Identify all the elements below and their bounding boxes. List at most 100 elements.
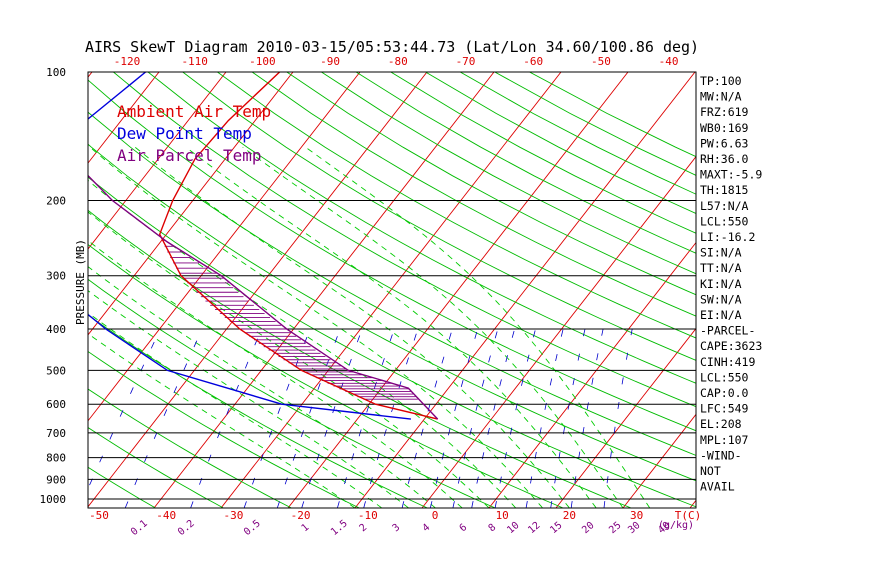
mixing-ratio-tick-label: 4: [421, 522, 433, 534]
top-temp-tick-label: -100: [249, 55, 276, 68]
bottom-temp-tick-label: -30: [223, 509, 243, 522]
sounding-index: TH:1815: [700, 183, 748, 197]
mixing-ratio-tick-label: 20: [580, 520, 596, 536]
sounding-index: SW:N/A: [700, 292, 742, 306]
isotherm-line: [757, 72, 870, 508]
dry-adiabat: [356, 72, 870, 508]
bottom-temp-tick-label: 30: [630, 509, 643, 522]
mixing-ratio-tick-label: 1: [300, 522, 312, 534]
sounding-index: TT:N/A: [700, 261, 742, 275]
pressure-tick-label: 500: [46, 364, 66, 377]
mixing-ratio-tick-label: 6: [458, 522, 470, 534]
pressure-tick-label: 700: [46, 427, 66, 440]
mixing-ratio-tick-label: 10: [505, 520, 521, 536]
pressure-tick-label: 600: [46, 398, 66, 411]
mixing-ratio-tick-label: 8: [487, 522, 499, 534]
pressure-tick-label: 900: [46, 473, 66, 486]
mixing-ratio-unit-label: (g/kg): [658, 520, 694, 531]
legend-entry: Dew Point Temp: [117, 124, 252, 143]
bottom-temp-tick-label: 20: [563, 509, 576, 522]
top-temp-tick-label: -50: [591, 55, 611, 68]
moist-adiabat: [186, 147, 596, 508]
mixing-ratio-tick-label: 25: [607, 520, 623, 536]
top-temp-tick-label: -40: [659, 55, 679, 68]
pressure-tick-label: 1000: [40, 493, 67, 506]
sounding-index: LFC:549: [700, 402, 749, 416]
mixing-ratio-tick-label: 1.5: [329, 518, 350, 538]
sounding-index: MAXT:-5.9: [700, 168, 762, 182]
sounding-index: CINH:419: [700, 355, 755, 369]
top-temp-tick-label: -70: [456, 55, 476, 68]
top-temp-tick-label: -60: [523, 55, 543, 68]
dry-adiabat: [426, 72, 870, 508]
pressure-tick-label: 800: [46, 452, 66, 465]
sounding-index: LCL:550: [700, 214, 749, 228]
mixing-ratio-tick-label: 12: [526, 520, 542, 536]
pressure-tick-label: 100: [46, 66, 66, 79]
sounding-index: EL:208: [700, 417, 742, 431]
dry-adiabat: [217, 72, 870, 508]
bottom-temp-tick-label: -50: [89, 509, 109, 522]
moist-adiabat: [50, 147, 516, 508]
bottom-temp-tick-label: 10: [496, 509, 509, 522]
sounding-index: WB0:169: [700, 121, 749, 135]
top-temp-tick-label: -80: [388, 55, 408, 68]
isotherm-line: [288, 72, 628, 508]
chart-title: AIRS SkewT Diagram 2010-03-15/05:53:44.7…: [85, 38, 699, 56]
dry-adiabat: [148, 72, 870, 508]
mixing-ratio-tick-label: 0.5: [242, 518, 263, 538]
bottom-temp-tick-label: -40: [156, 509, 176, 522]
sounding-index: RH:36.0: [700, 152, 749, 166]
mixing-ratio-tick-label: 3: [391, 522, 403, 534]
legend-entry: Air Parcel Temp: [117, 146, 262, 165]
mixing-ratio-tick-label: 0.2: [176, 518, 197, 538]
sounding-index: CAP:0.0: [700, 386, 749, 400]
sounding-index: -WIND-: [700, 448, 742, 462]
dry-adiabat: [183, 72, 870, 508]
sounding-index: TP:100: [700, 74, 742, 88]
top-temp-tick-label: -110: [181, 55, 208, 68]
top-temp-tick-label: -90: [320, 55, 340, 68]
sounding-index: SI:N/A: [700, 246, 742, 260]
pressure-tick-label: 400: [46, 323, 66, 336]
dry-adiabat: [391, 72, 870, 508]
mixing-ratio-line: [337, 329, 394, 508]
dry-adiabat: [321, 72, 870, 508]
legend-entry: Ambient Air Temp: [117, 102, 271, 121]
isotherm-line: [0, 72, 25, 508]
dry-adiabat: [0, 72, 20, 508]
mixing-ratio-tick-label: 30: [626, 520, 642, 536]
sounding-index: EI:N/A: [700, 308, 742, 322]
sounding-index: LCL:550: [700, 370, 749, 384]
mixing-ratio-line: [125, 329, 202, 508]
bottom-temp-tick-label: 0: [432, 509, 439, 522]
sounding-index: CAPE:3623: [700, 339, 762, 353]
sounding-index: KI:N/A: [700, 277, 742, 291]
sounding-index: FRZ:619: [700, 105, 749, 119]
pressure-tick-label: 200: [46, 195, 66, 208]
isotherm-line: [355, 72, 695, 508]
y-axis-label: PRESSURE (MB): [74, 239, 87, 325]
top-temp-tick-label: -120: [114, 55, 141, 68]
mixing-ratio-line: [453, 329, 498, 508]
mixing-ratio-line: [472, 329, 515, 508]
dry-adiabat: [0, 72, 631, 508]
bottom-temp-tick-label: -10: [358, 509, 378, 522]
dry-adiabat: [495, 72, 870, 508]
sounding-index: -PARCEL-: [700, 324, 755, 338]
mixing-ratio-tick-label: 15: [548, 520, 564, 536]
bottom-temp-tick-label: -20: [291, 509, 311, 522]
moist-adiabat: [14, 147, 489, 508]
sounding-index: AVAIL: [700, 480, 735, 494]
pressure-tick-label: 300: [46, 270, 66, 283]
mixing-ratio-line: [604, 329, 632, 508]
sounding-index: MPL:107: [700, 433, 749, 447]
mixing-ratio-line: [551, 329, 585, 508]
mixing-ratio-tick-label: 2: [358, 522, 370, 534]
sounding-index: LI:-16.2: [700, 230, 755, 244]
mixing-ratio-tick-label: 0.1: [129, 518, 150, 538]
sounding-index: MW:N/A: [700, 90, 742, 104]
sounding-index: L57:N/A: [700, 199, 749, 213]
